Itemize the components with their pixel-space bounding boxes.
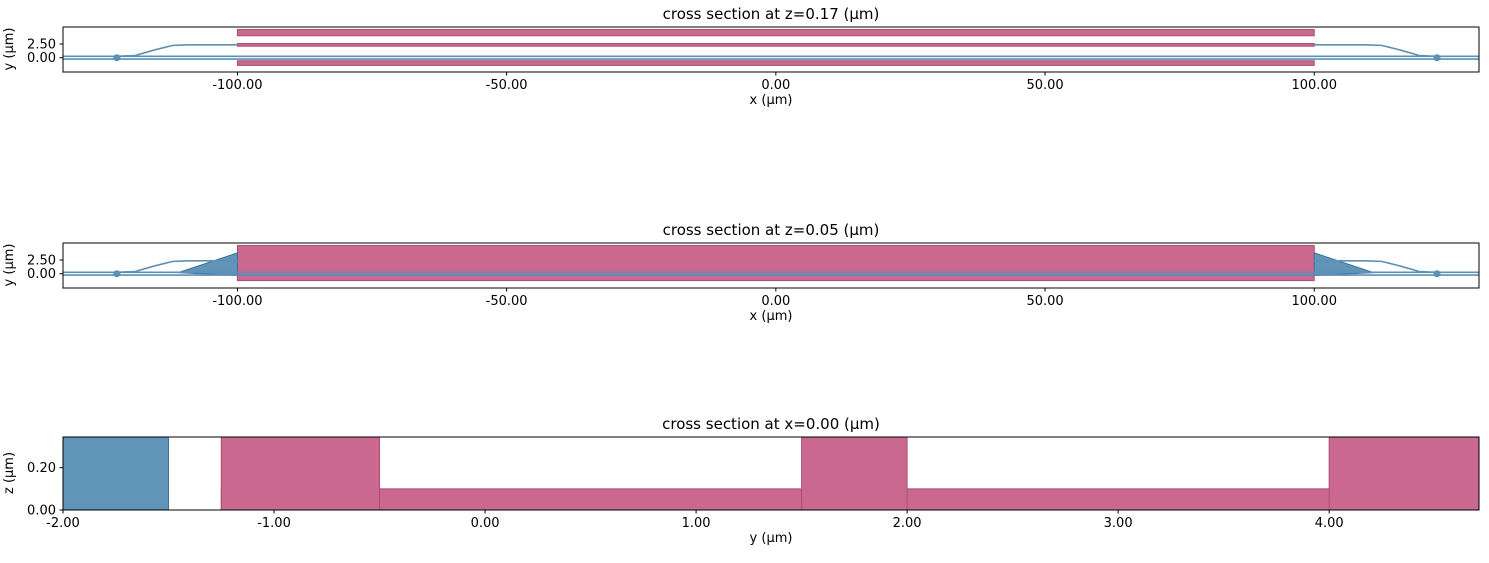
pink-region (1328, 437, 1479, 510)
pink-region (220, 437, 381, 510)
x-tick-label: 1.00 (682, 516, 711, 531)
port-marker (1433, 270, 1441, 278)
pink-region (801, 437, 908, 510)
plot1-axes-box (62, 26, 1480, 73)
plot1-xlabel: x (μm) (750, 93, 793, 108)
y-tick-label: 0.00 (27, 51, 56, 66)
x-tick-label: -100.00 (212, 294, 262, 309)
waveguide-line (1313, 260, 1438, 274)
plot3-shapes (63, 437, 1479, 510)
port-marker (1433, 54, 1441, 62)
waveguide-line (116, 260, 239, 274)
x-tick-label: 100.00 (1291, 78, 1337, 93)
blue-region (63, 437, 170, 510)
x-tick-label: -50.00 (486, 78, 528, 93)
y-tick-label: 0.20 (27, 461, 56, 476)
x-tick-label: 0.00 (471, 516, 500, 531)
x-tick-label: 3.00 (1104, 516, 1133, 531)
blue-taper-region (178, 252, 238, 277)
x-tick-label: -1.00 (257, 516, 291, 531)
plot2-shapes (63, 244, 1479, 282)
blue-taper-region (1313, 252, 1374, 277)
plot1-shapes (63, 28, 1479, 66)
y-tick-label: 2.50 (27, 38, 56, 53)
plot1-ylabel: y (μm) (2, 28, 17, 71)
x-tick-label: 100.00 (1291, 294, 1337, 309)
plot2-ylabel: y (μm) (2, 244, 17, 287)
y-tick-label: 0.00 (27, 504, 56, 519)
plot3-axes-box (62, 436, 1480, 511)
x-tick-label: 2.00 (893, 516, 922, 531)
waveguide-line (1313, 44, 1438, 58)
plot3-title: cross section at x=0.00 (μm) (662, 415, 880, 433)
x-tick-label: 0.00 (761, 294, 790, 309)
waveguide-line (116, 44, 239, 58)
plot1-title: cross section at z=0.17 (μm) (663, 5, 880, 23)
pink-region (236, 60, 1315, 66)
x-tick-label: 50.00 (1026, 294, 1063, 309)
plot2-title: cross section at z=0.05 (μm) (663, 221, 880, 239)
plot3-xlabel: y (μm) (750, 531, 793, 546)
port-marker (113, 54, 121, 62)
port-marker (113, 270, 121, 278)
x-tick-label: 4.00 (1315, 516, 1344, 531)
x-tick-label: 0.00 (761, 78, 790, 93)
x-tick-label: -50.00 (486, 294, 528, 309)
x-tick-label: 50.00 (1026, 78, 1063, 93)
plot2-axes-box (62, 242, 1480, 289)
x-tick-label: -100.00 (212, 78, 262, 93)
plot3-ylabel: z (μm) (2, 452, 17, 494)
pink-region (236, 28, 1315, 37)
y-tick-label: 2.50 (27, 254, 56, 269)
plot2-xlabel: x (μm) (750, 309, 793, 324)
x-tick-label: -2.00 (46, 516, 80, 531)
y-tick-label: 0.00 (27, 267, 56, 282)
pink-region (236, 42, 1315, 47)
